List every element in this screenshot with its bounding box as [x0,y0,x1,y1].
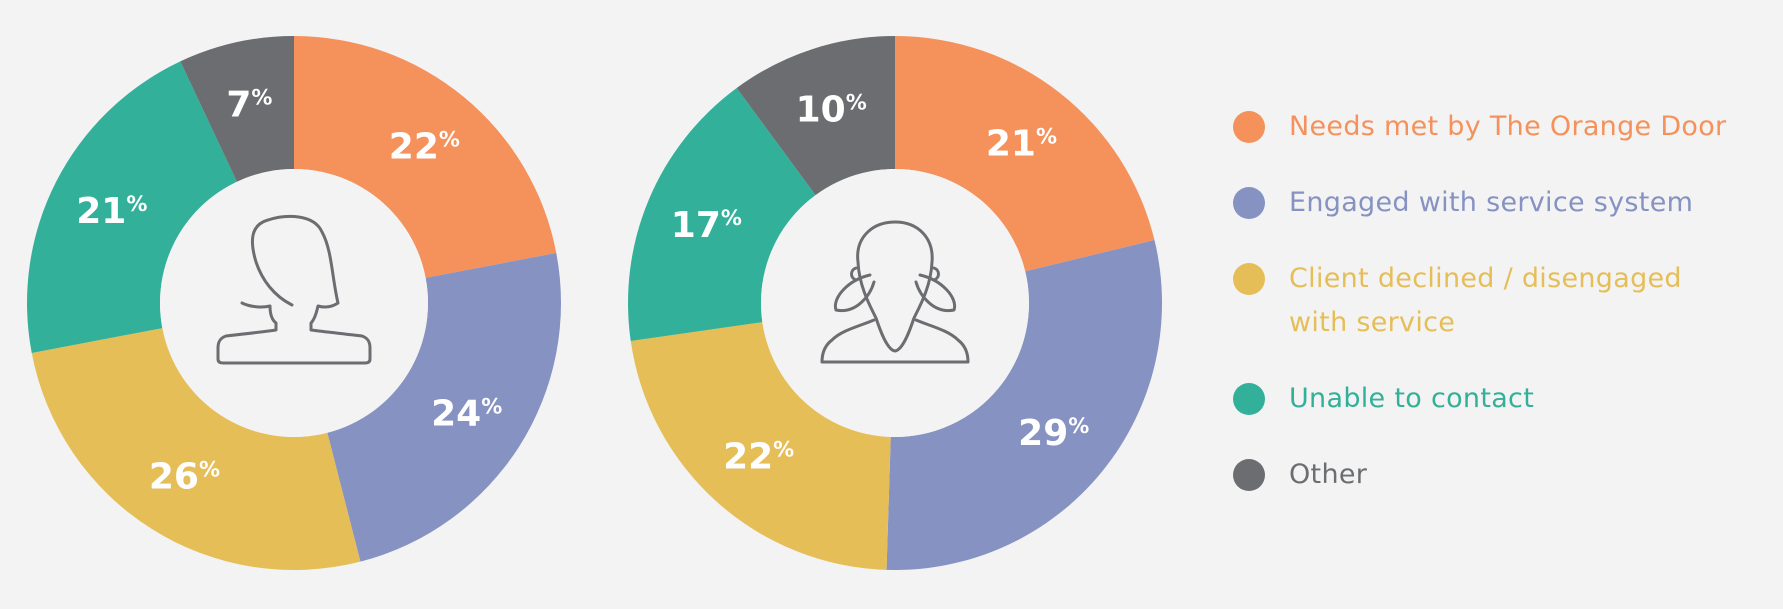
legend-swatch-gray [1233,459,1265,491]
girl-icon [820,220,970,364]
slice-unit: % [126,192,147,216]
legend-label: Unable to contact [1289,383,1535,414]
slice-label-unable: 21% [76,191,147,232]
legend-item-other: Other [1233,453,1773,497]
slice-unit: % [1036,124,1057,148]
slice-declined [630,322,891,570]
slice-unit: % [251,85,272,109]
legend-label: Other [1289,459,1368,490]
slice-value: 17 [671,205,721,246]
slice-label-engaged: 24% [431,394,502,435]
slice-unable [26,61,237,354]
slice-label-declined: 26% [149,457,220,498]
slice-value: 21 [986,123,1036,164]
slice-unit: % [481,395,502,419]
woman-icon [216,214,372,365]
donut-hole [761,169,1029,437]
slice-unit: % [846,91,867,115]
legend-label: Client declined / disengaged with servic… [1289,263,1682,338]
slice-engaged [886,240,1162,570]
slice-declined [31,328,361,571]
slice-label-needs-met: 22% [389,126,460,167]
slice-other [736,35,895,196]
slice-value: 10 [796,90,846,131]
slice-value: 21 [76,191,126,232]
legend-label: Needs met by The Orange Door [1289,111,1727,142]
legend-swatch-teal [1233,383,1265,415]
slice-value: 26 [149,457,199,498]
legend: Needs met by The Orange Door Engaged wit… [1233,105,1773,529]
slice-label-other: 10% [796,90,867,131]
slice-unit: % [1068,414,1089,438]
legend-swatch-yellow [1233,263,1265,295]
slice-unable [628,87,816,341]
legend-item-unable: Unable to contact [1233,377,1773,421]
legend-item-declined: Client declined / disengaged with servic… [1233,257,1773,345]
slice-value: 22 [389,126,439,167]
slice-unit: % [773,437,794,461]
slice-unit: % [199,458,220,482]
slice-value: 22 [723,436,773,477]
legend-swatch-orange [1233,111,1265,143]
slice-needs-met [294,36,557,278]
slice-label-declined: 22% [723,436,794,477]
donut-chart-girls: 21%29%22%17%10% [628,35,1162,570]
legend-swatch-purple [1233,187,1265,219]
slice-unit: % [721,206,742,230]
legend-item-needs-met: Needs met by The Orange Door [1233,105,1773,149]
slice-label-engaged: 29% [1018,413,1089,454]
donut-chart-women: 22%24%26%21%7% [26,36,561,571]
slice-needs-met [895,36,1155,272]
donut-hole [160,169,428,437]
slice-value: 24 [431,394,481,435]
legend-item-engaged: Engaged with service system [1233,181,1773,225]
slice-value: 7 [226,84,251,125]
slice-engaged [327,252,561,562]
slice-label-other: 7% [226,84,272,125]
slice-unit: % [439,127,460,151]
slice-other [180,36,294,182]
legend-label: Engaged with service system [1289,187,1694,218]
slice-label-unable: 17% [671,205,742,246]
slice-label-needs-met: 21% [986,123,1057,164]
slice-value: 29 [1018,413,1068,454]
